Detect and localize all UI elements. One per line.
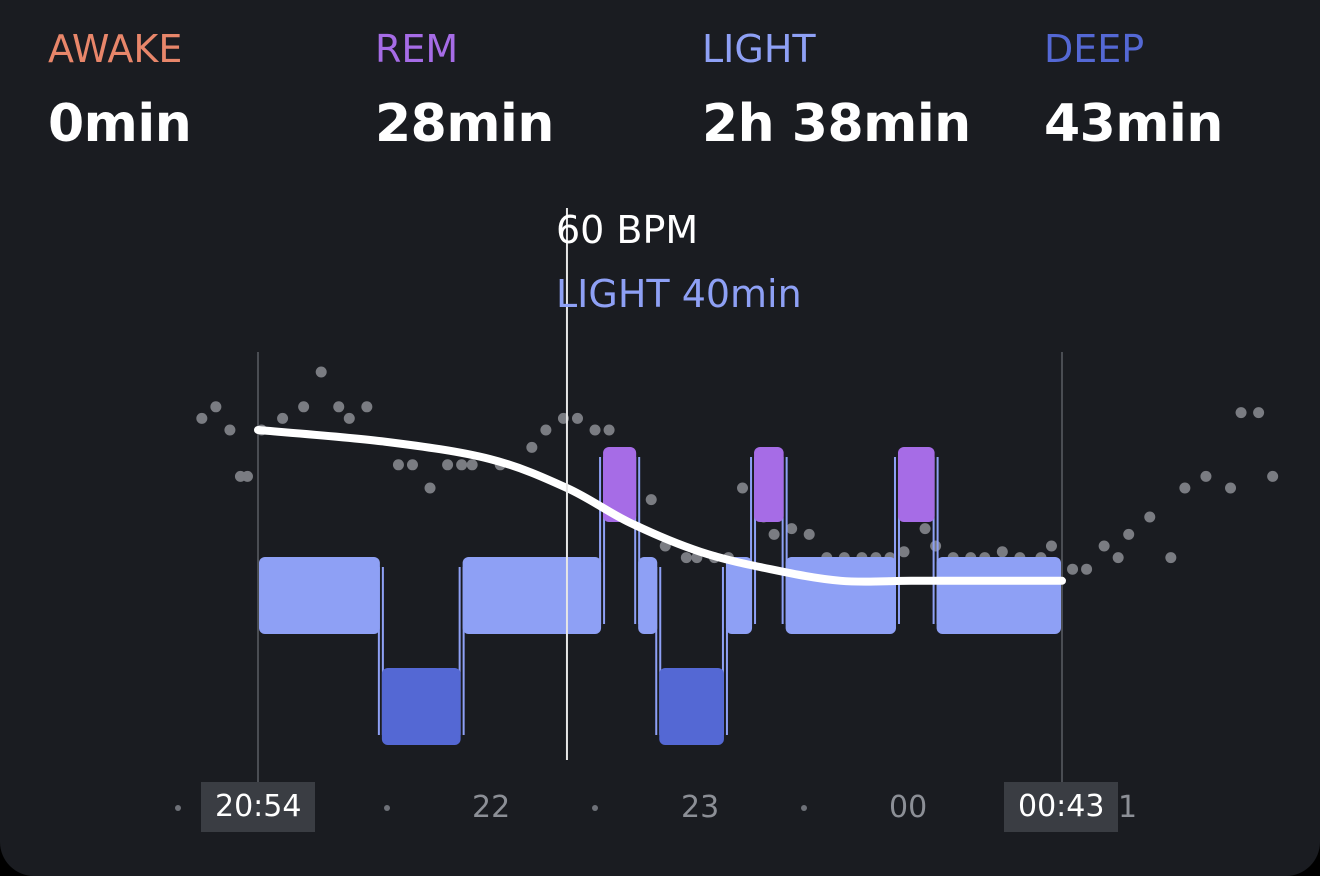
- heart-rate-point: [1045, 540, 1057, 552]
- stage-block-deep: [381, 668, 461, 745]
- stat-light: LIGHT 2h 38min: [702, 26, 971, 154]
- axis-dot-0: [175, 805, 181, 811]
- stage-block-light: [785, 557, 896, 634]
- heart-rate-point: [603, 424, 615, 436]
- heart-rate-point: [645, 494, 657, 506]
- stage-block-light: [936, 557, 1061, 634]
- stat-deep-value: 43min: [1044, 94, 1223, 154]
- heart-rate-point: [1253, 407, 1265, 419]
- heart-rate-point: [1165, 552, 1177, 564]
- heart-rate-point: [392, 459, 404, 471]
- axis-dot-2: [592, 805, 598, 811]
- heart-rate-point: [680, 552, 692, 564]
- heart-rate-point: [361, 401, 373, 413]
- heart-rate-point: [1067, 563, 1079, 575]
- heart-rate-point: [996, 546, 1008, 558]
- tick-label-00: 00: [889, 790, 928, 825]
- heart-rate-point: [1098, 540, 1110, 552]
- heart-rate-point: [1144, 511, 1156, 523]
- tooltip-bpm: 60 BPM: [556, 208, 699, 252]
- heart-rate-point: [1123, 528, 1135, 540]
- tick-label-22: 22: [472, 790, 511, 825]
- heart-rate-point: [803, 528, 815, 540]
- stat-deep-label: DEEP: [1044, 27, 1145, 71]
- tick-label-23: 23: [681, 790, 720, 825]
- tick-label-1: 1: [1118, 790, 1138, 825]
- heart-rate-point: [466, 459, 478, 471]
- heart-rate-point: [277, 412, 289, 424]
- heart-rate-point: [333, 401, 345, 413]
- stat-rem-value: 28min: [375, 94, 554, 154]
- heart-rate-point: [315, 366, 327, 378]
- heart-rate-point: [210, 401, 222, 413]
- stage-block-rem: [754, 447, 784, 522]
- heart-rate-point: [1200, 470, 1212, 482]
- heart-rate-point: [540, 424, 552, 436]
- heart-rate-point: [930, 540, 942, 552]
- sleep-start-time: 20:54: [201, 782, 316, 832]
- heart-rate-point: [406, 459, 418, 471]
- stat-awake-label: AWAKE: [48, 27, 183, 71]
- heart-rate-point: [456, 459, 468, 471]
- heart-rate-point: [919, 523, 931, 535]
- stat-awake-value: 0min: [48, 94, 192, 154]
- heart-rate-point: [424, 482, 436, 494]
- stat-awake: AWAKE 0min: [48, 26, 192, 154]
- axis-dot-3: [801, 805, 807, 811]
- heart-rate-point: [526, 441, 538, 453]
- heart-rate-point: [241, 470, 253, 482]
- heart-rate-point: [1225, 482, 1237, 494]
- heart-rate-point: [786, 523, 798, 535]
- stage-summary: AWAKE 0min REM 28min LIGHT 2h 38min DEEP…: [0, 0, 1320, 170]
- heart-rate-point: [1235, 407, 1247, 419]
- heart-rate-point: [571, 412, 583, 424]
- heart-rate-point: [1081, 563, 1093, 575]
- heart-rate-point: [196, 412, 208, 424]
- stage-block-rem: [897, 447, 935, 522]
- stage-block-light: [638, 557, 658, 634]
- heart-rate-point: [768, 528, 780, 540]
- stage-block-light: [462, 557, 602, 634]
- heart-rate-point: [442, 459, 454, 471]
- stage-block-light: [259, 557, 380, 634]
- stat-deep: DEEP 43min: [1044, 26, 1223, 154]
- sleep-end-time: 00:43: [1004, 782, 1119, 832]
- heart-rate-point: [343, 412, 355, 424]
- tooltip-stage: LIGHT 40min: [556, 272, 802, 316]
- axis-dot-1: [384, 805, 390, 811]
- stage-block-rem: [603, 447, 637, 522]
- heart-rate-trend-line: [254, 426, 1066, 586]
- heart-rate-point: [898, 546, 910, 558]
- heart-rate-point: [589, 424, 601, 436]
- heart-rate-point: [1179, 482, 1191, 494]
- heart-rate-point: [298, 401, 310, 413]
- heart-rate-point: [224, 424, 236, 436]
- stat-rem-label: REM: [375, 27, 459, 71]
- stat-light-value: 2h 38min: [702, 94, 971, 154]
- stage-block-light: [725, 557, 753, 634]
- heart-rate-point: [737, 482, 749, 494]
- stat-rem: REM 28min: [375, 26, 554, 154]
- heart-rate-point: [1112, 552, 1124, 564]
- stat-light-label: LIGHT: [702, 27, 816, 71]
- heart-rate-point: [1267, 470, 1279, 482]
- stage-block-deep: [659, 668, 724, 745]
